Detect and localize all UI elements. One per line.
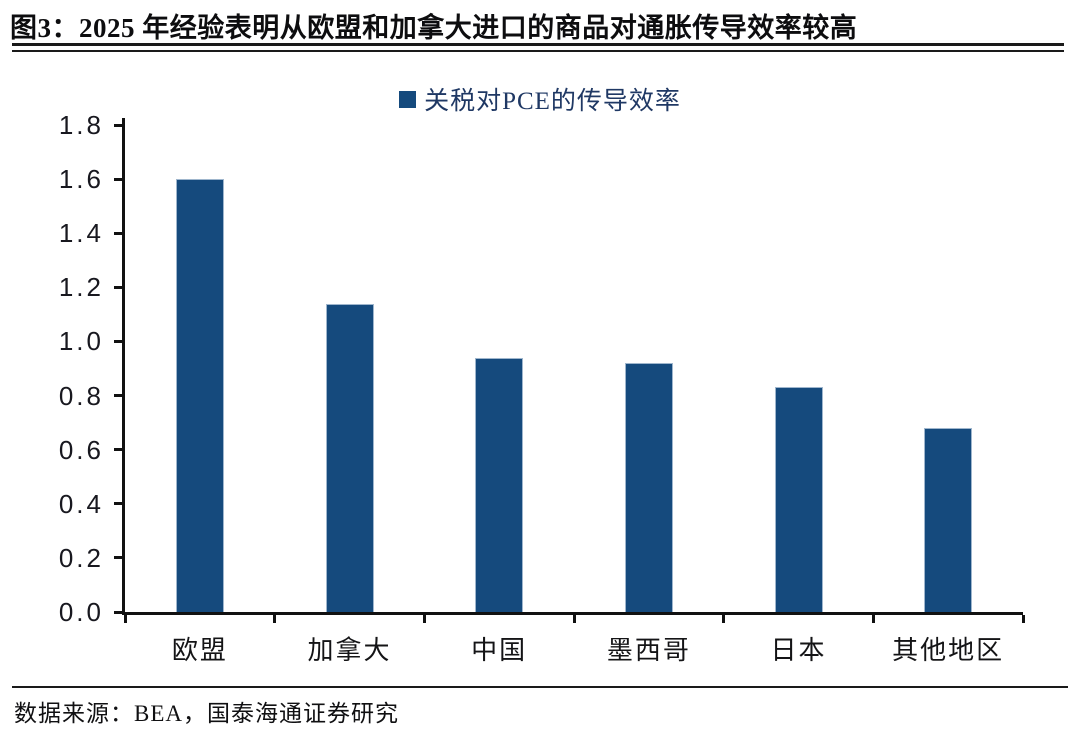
legend-marker-icon — [399, 90, 417, 108]
bar — [175, 179, 224, 612]
y-axis-label: 0.8 — [58, 380, 104, 411]
y-axis-tick — [114, 123, 123, 127]
x-axis-label: 日本 — [770, 636, 827, 665]
bar — [475, 357, 524, 612]
y-axis-tick — [114, 394, 123, 398]
y-axis-label: 1.4 — [58, 218, 104, 249]
x-axis-label: 其他地区 — [892, 636, 1005, 665]
figure-title: 图3：2025 年经验表明从欧盟和加拿大进口的商品对通胀传导效率较高 — [10, 13, 858, 43]
y-axis-tick — [114, 285, 123, 289]
bar — [774, 387, 823, 612]
y-axis-tick — [114, 556, 123, 560]
bar-chart-plot: 1.8 1.6 1.4 1.2 1.0 0.8 0.6 0.4 0.2 0.0 欧盟 加拿大 中国 墨西哥… — [59, 110, 1025, 665]
x-axis-tick — [123, 615, 127, 623]
x-axis-tick — [1021, 615, 1025, 623]
bar — [624, 363, 673, 612]
y-axis-label: 1.0 — [58, 326, 104, 357]
title-divider — [12, 43, 1064, 52]
legend-label: 关税对PCE的传导效率 — [424, 88, 681, 115]
y-axis-tick — [114, 610, 123, 614]
y-axis-tick — [114, 502, 123, 506]
footer-divider — [12, 686, 1068, 688]
x-axis-tick — [722, 615, 726, 623]
y-axis-label: 0.6 — [58, 434, 104, 465]
y-axis-tick — [114, 339, 123, 343]
x-axis-label: 墨西哥 — [606, 636, 691, 665]
x-axis-label: 欧盟 — [171, 636, 228, 665]
bar — [325, 303, 374, 612]
y-axis-label: 1.6 — [58, 164, 104, 195]
x-axis-label: 中国 — [471, 636, 528, 665]
x-axis-tick — [422, 615, 426, 623]
y-axis-tick — [114, 231, 123, 235]
chart-legend: 关税对PCE的传导效率 — [0, 84, 1080, 115]
y-axis-label: 0.2 — [58, 542, 104, 573]
y-axis-label: 0.4 — [58, 488, 104, 519]
y-axis-tick — [114, 448, 123, 452]
y-axis-tick — [114, 177, 123, 181]
y-axis-label: 1.8 — [58, 110, 104, 140]
bar — [924, 428, 973, 612]
x-axis-label: 加拿大 — [307, 636, 392, 665]
x-axis-tick — [572, 615, 576, 623]
x-axis-tick — [273, 615, 277, 623]
y-axis-label: 1.2 — [58, 272, 104, 303]
data-source: 数据来源：BEA，国泰海通证券研究 — [14, 701, 399, 726]
y-axis-label: 0.0 — [58, 597, 104, 627]
x-axis-tick — [871, 615, 875, 623]
